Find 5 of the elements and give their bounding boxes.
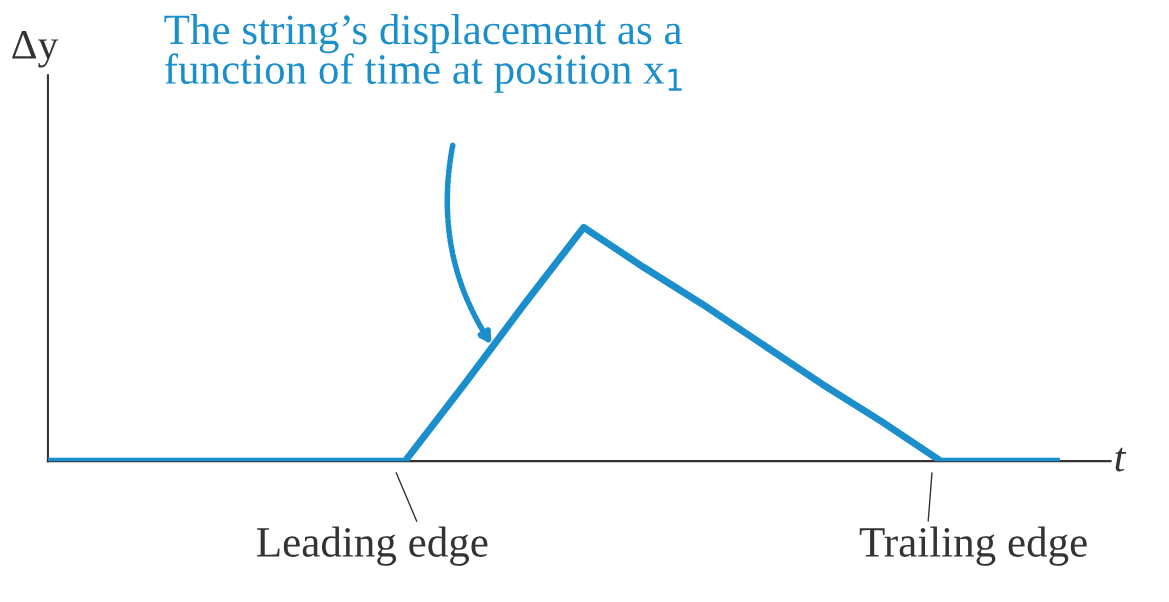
text: The string’s displacement as a function of time at position x$_{1}$ <box>164 14 682 93</box>
y-axis-title: Δy <box>12 31 59 68</box>
x-axis-title: t <box>1115 447 1127 472</box>
text: Leading edge <box>257 526 488 566</box>
text: Trailing edge <box>859 526 1087 566</box>
